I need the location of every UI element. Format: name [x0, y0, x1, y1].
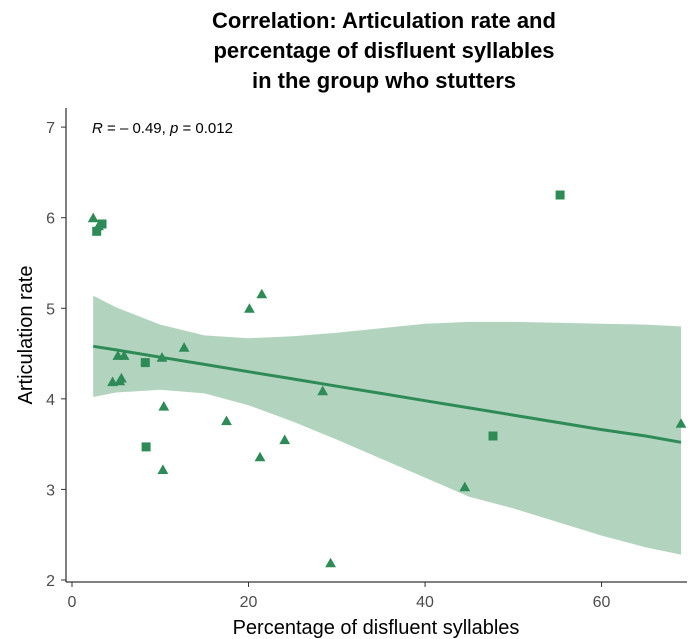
data-point-triangle [317, 385, 329, 396]
data-point-square [488, 431, 498, 441]
data-point-triangle [254, 451, 266, 462]
x-tick-label: 0 [68, 594, 77, 611]
y-axis-title: Articulation rate [15, 266, 37, 405]
data-point-triangle [459, 481, 471, 492]
plot-area [87, 190, 687, 568]
x-tick-label: 60 [593, 594, 611, 611]
data-point-triangle [221, 415, 232, 426]
y-tick-label: 6 [46, 211, 55, 228]
data-point-triangle [256, 288, 268, 299]
p-symbol: p [169, 120, 178, 137]
data-point-triangle [244, 303, 255, 313]
y-tick-label: 7 [46, 120, 55, 137]
y-axis-ticks: 2 3 4 5 6 7 [46, 120, 66, 590]
correlation-annotation: R = – 0.49, p = 0.012 [92, 120, 233, 137]
data-point-square [140, 358, 150, 368]
data-point-triangle [118, 350, 130, 360]
data-point-triangle [87, 212, 99, 223]
y-tick-label: 3 [46, 482, 55, 499]
title-line-2: percentage of disfluent syllables [213, 38, 554, 63]
y-tick-label: 2 [46, 573, 55, 590]
data-point-square [141, 442, 151, 452]
x-axis-title: Percentage of disfluent syllables [233, 617, 520, 639]
data-point-triangle [156, 352, 168, 362]
data-point-triangle [157, 464, 169, 474]
data-point-square [97, 219, 107, 229]
p-value: = 0.012 [178, 120, 233, 137]
data-point-square [92, 226, 102, 236]
x-tick-label: 20 [240, 594, 258, 611]
data-point-triangle [279, 434, 291, 445]
data-point-triangle [325, 557, 336, 568]
confidence-band [93, 295, 681, 555]
data-point-triangle [116, 372, 127, 383]
x-tick-label: 40 [416, 594, 434, 611]
data-point-triangle [675, 418, 687, 428]
r-symbol: R [92, 120, 103, 137]
title-line-3: in the group who stutters [252, 68, 516, 93]
r-value: = – 0.49, [103, 120, 170, 137]
y-tick-label: 5 [46, 301, 55, 318]
data-point-triangle [178, 342, 190, 352]
y-tick-label: 4 [46, 392, 55, 409]
data-point-triangle [158, 401, 170, 411]
chart-title: Correlation: Articulation rate and perce… [212, 8, 556, 93]
regression-line [92, 344, 682, 444]
x-axis-ticks: 0 20 40 60 [68, 582, 611, 611]
data-point-square [555, 190, 565, 200]
title-line-1: Correlation: Articulation rate and [212, 8, 556, 33]
